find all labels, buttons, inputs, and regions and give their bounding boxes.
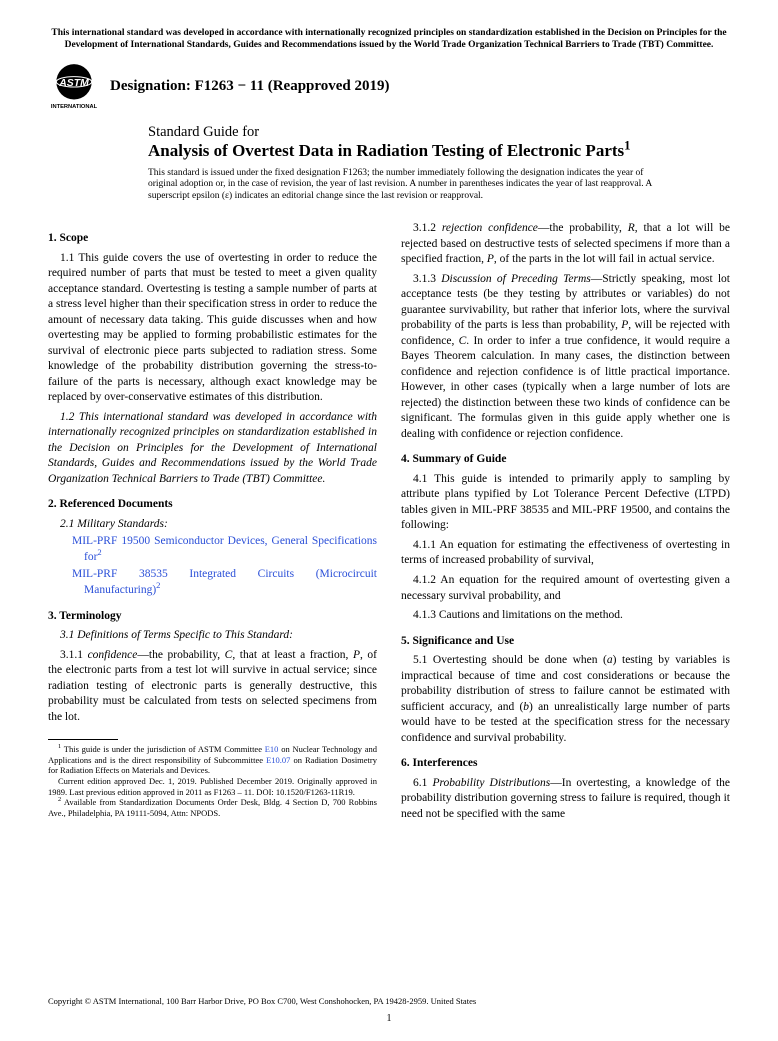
document-title: Analysis of Overtest Data in Radiation T… [148, 141, 690, 161]
footnote-1b: Current edition approved Dec. 1, 2019. P… [48, 776, 377, 797]
left-column: 1. Scope 1.1 This guide covers the use o… [48, 221, 377, 826]
para-4-1-2: 4.1.2 An equation for the required amoun… [401, 573, 730, 604]
header-row: ASTM INTERNATIONAL Designation: F1263 − … [48, 60, 730, 112]
right-column: 3.1.2 rejection confidence—the probabili… [401, 221, 730, 826]
svg-text:INTERNATIONAL: INTERNATIONAL [51, 104, 98, 110]
title-footnote-ref: 1 [624, 138, 630, 152]
footnote-1: 1 This guide is under the jurisdiction o… [48, 744, 377, 776]
para-6-1: 6.1 Probability Distributions—In overtes… [401, 776, 730, 823]
svg-text:ASTM: ASTM [58, 78, 89, 89]
para-3-1-1: 3.1.1 confidence—the probability, C, tha… [48, 648, 377, 726]
section-2-heading: 2. Referenced Documents [48, 497, 377, 513]
title-block: Standard Guide for Analysis of Overtest … [148, 124, 690, 162]
ref1-sup: 2 [97, 547, 101, 557]
title-kicker: Standard Guide for [148, 124, 690, 141]
fn1-link-e1007[interactable]: E10.07 [266, 755, 290, 765]
ref2-code-link[interactable]: MIL-PRF 38535 [72, 568, 168, 580]
section-1-heading: 1. Scope [48, 231, 377, 247]
issuance-note: This standard is issued under the fixed … [148, 168, 670, 204]
para-3-1-lead: 3.1 Definitions of Terms Specific to Thi… [48, 628, 377, 644]
page-number: 1 [0, 1012, 778, 1026]
copyright-line: Copyright © ASTM International, 100 Barr… [48, 996, 476, 1007]
ref-item-2: MIL-PRF 38535 Integrated Circuits (Micro… [60, 567, 377, 598]
para-1-2: 1.2 This international standard was deve… [48, 410, 377, 488]
para-4-1-1: 4.1.1 An equation for estimating the eff… [401, 538, 730, 569]
section-3-heading: 3. Terminology [48, 609, 377, 625]
para-4-1: 4.1 This guide is intended to primarily … [401, 472, 730, 534]
footnote-separator [48, 739, 118, 740]
section-5-heading: 5. Significance and Use [401, 634, 730, 650]
fn1-link-e10[interactable]: E10 [265, 744, 279, 754]
title-text: Analysis of Overtest Data in Radiation T… [148, 141, 624, 160]
para-1-1: 1.1 This guide covers the use of overtes… [48, 251, 377, 406]
section-6-heading: 6. Interferences [401, 756, 730, 772]
para-3-1-2: 3.1.2 rejection confidence—the probabili… [401, 221, 730, 268]
ref-subhead: 2.1 Military Standards: [48, 517, 377, 533]
tbt-notice: This international standard was develope… [48, 28, 730, 52]
para-3-1-3: 3.1.3 Discussion of Preceding Terms—Stri… [401, 272, 730, 443]
para-4-1-3: 4.1.3 Cautions and limitations on the me… [401, 608, 730, 624]
astm-logo: ASTM INTERNATIONAL [48, 60, 100, 112]
ref-item-1: MIL-PRF 19500 Semiconductor Devices, Gen… [60, 534, 377, 565]
fn1-text-a: This guide is under the jurisdiction of … [61, 744, 265, 754]
ref2-sup: 2 [156, 580, 160, 590]
section-4-heading: 4. Summary of Guide [401, 452, 730, 468]
body-columns: 1. Scope 1.1 This guide covers the use o… [48, 221, 730, 826]
para-5-1: 5.1 Overtesting should be done when (a) … [401, 653, 730, 746]
fn2-text: Available from Standardization Documents… [48, 797, 377, 818]
footnote-2: 2 Available from Standardization Documen… [48, 797, 377, 818]
ref1-code-link[interactable]: MIL-PRF 19500 [72, 535, 150, 547]
designation: Designation: F1263 − 11 (Reapproved 2019… [110, 76, 390, 96]
